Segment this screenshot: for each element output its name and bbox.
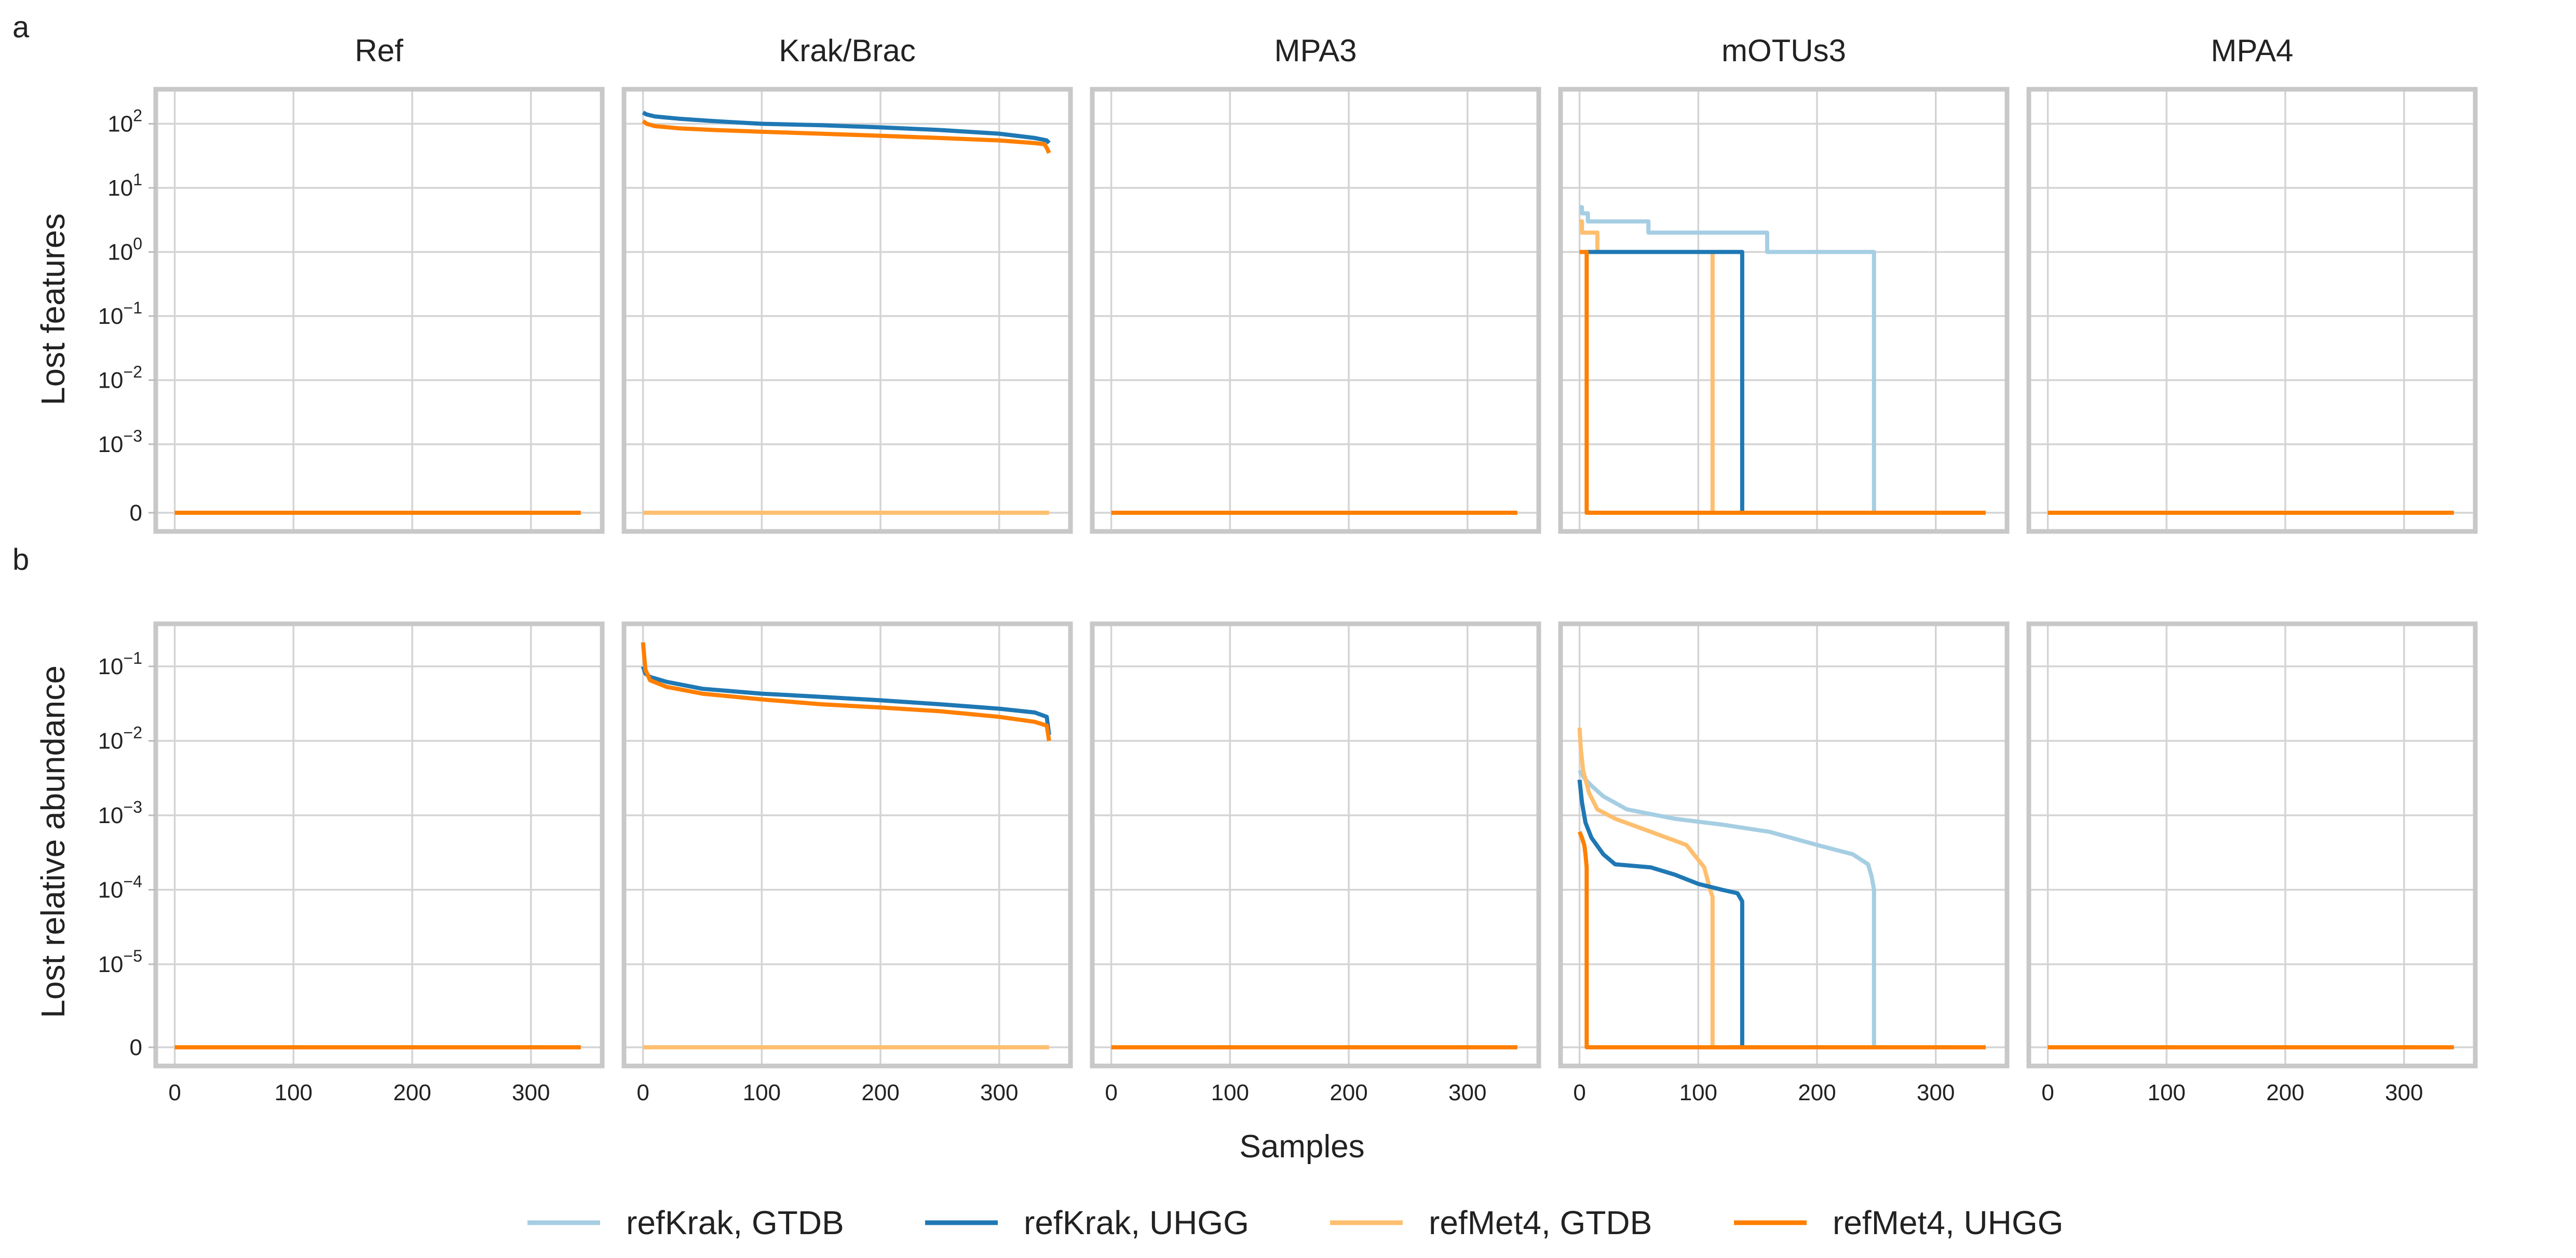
x-tick-label: 100 [2148, 1080, 2186, 1105]
panel-frame [153, 87, 605, 534]
x-tick-label: 200 [1330, 1080, 1367, 1105]
column-title-ref: Ref [355, 33, 403, 68]
panel-top-ref: 0 10−3 10−2 10−1 100 101 102 [98, 87, 605, 534]
column-title-motus3: mOTUs3 [1721, 33, 1846, 68]
panel-top-mpa4 [2026, 87, 2478, 534]
series-line-refkrak-uhgg [1579, 250, 1986, 515]
panel-frame [153, 621, 605, 1069]
series-line-refmet4-gtdb [1577, 727, 1986, 1049]
panel-bottom-ref: 0 10−5 10−4 10−3 10−2 10−1 0 100 200 300 [98, 621, 605, 1105]
x-tick-label: 0 [2041, 1080, 2054, 1105]
panel-bottom-krak-brac: 0 100 200 300 [621, 621, 1073, 1105]
column-title-mpa4: MPA4 [2211, 33, 2294, 68]
panel-label-a: a [12, 10, 30, 44]
plot-area: 0 10−3 10−2 10−1 100 101 102 0 10−5 10−4 10−3 10−2 1… [98, 87, 2478, 1105]
x-tick-label: 200 [2266, 1080, 2304, 1105]
x-tick-label: 300 [1448, 1080, 1486, 1105]
y-tick-label: 10−1 [98, 649, 142, 679]
x-tick-label: 0 [1105, 1080, 1117, 1105]
y-axis-label-bottom: Lost relative abundance [34, 665, 72, 1018]
y-tick-label: 0 [130, 500, 142, 526]
x-tick-label: 100 [1211, 1080, 1249, 1105]
y-tick-label: 100 [107, 235, 142, 265]
x-axis-label: Samples [1239, 1129, 1364, 1165]
y-tick-label: 101 [107, 170, 142, 201]
panel-bottom-mpa4: 0 100 200 300 [2026, 621, 2478, 1105]
series-line-refkrak-gtdb [1579, 205, 1986, 515]
legend-item-refkrak-uhgg: refKrak, UHGG [925, 1204, 1249, 1241]
panel-frame [2026, 621, 2478, 1069]
y-tick-label: 10−2 [98, 723, 142, 754]
series-line-refmet4-uhgg [1579, 250, 1986, 515]
legend-item-refkrak-gtdb: refKrak, GTDB [527, 1204, 844, 1241]
column-title-krak-brac: Krak/Brac [779, 33, 915, 68]
panel-bottom-motus3: 0 100 200 300 [1558, 621, 2010, 1105]
panel-frame [1558, 87, 2010, 534]
panel-top-krak-brac [621, 87, 1073, 534]
x-tick-label: 200 [393, 1080, 431, 1105]
y-tick-label: 0 [130, 1035, 142, 1060]
x-tick-label: 0 [1573, 1080, 1585, 1105]
y-tick-label: 10−5 [98, 947, 142, 977]
series-line-refkrak-uhgg [641, 665, 1051, 735]
y-tick-label: 10−1 [98, 298, 142, 329]
x-tick-label: 100 [275, 1080, 313, 1105]
legend-item-refmet4-gtdb: refMet4, GTDB [1330, 1204, 1652, 1241]
x-tick-label: 100 [743, 1080, 781, 1105]
panel-top-motus3 [1558, 87, 2010, 534]
panel-frame [2026, 87, 2478, 534]
panel-frame [1090, 87, 1541, 534]
panel-top-mpa3 [1090, 87, 1541, 534]
x-tick-label: 300 [2385, 1080, 2423, 1105]
x-tick-label: 200 [861, 1080, 899, 1105]
series-line-refmet4-gtdb [1579, 219, 1986, 515]
y-tick-label: 10−2 [98, 363, 142, 393]
panel-frame [621, 87, 1073, 534]
panel-frame [1090, 621, 1541, 1069]
legend-item-refmet4-uhgg: refMet4, UHGG [1734, 1204, 2064, 1241]
series-line-refkrak-uhgg [642, 111, 1051, 145]
panel-bottom-mpa3: 0 100 200 300 [1090, 621, 1541, 1105]
legend: refKrak, GTDB refKrak, UHGG refMet4, GTD… [527, 1204, 2064, 1241]
series-line-refkrak-gtdb [1578, 769, 1986, 1049]
x-tick-label: 0 [636, 1080, 649, 1105]
x-tick-label: 100 [1679, 1080, 1717, 1105]
x-tick-label: 300 [512, 1080, 550, 1105]
y-tick-label: 10−3 [98, 427, 142, 457]
x-tick-label: 200 [1798, 1080, 1836, 1105]
y-tick-label: 102 [107, 106, 142, 137]
y-tick-label: 10−3 [98, 798, 142, 828]
x-tick-label: 300 [980, 1080, 1018, 1105]
x-tick-label: 300 [1917, 1080, 1955, 1105]
column-title-mpa3: MPA3 [1275, 33, 1357, 68]
series-line-refkrak-uhgg [1577, 780, 1986, 1049]
panel-label-b: b [12, 543, 29, 577]
panel-frame [1558, 621, 2010, 1069]
legend-label-refmet4-uhgg: refMet4, UHGG [1833, 1204, 2064, 1241]
legend-label-refkrak-gtdb: refKrak, GTDB [626, 1204, 844, 1241]
legend-label-refkrak-uhgg: refKrak, UHGG [1024, 1204, 1249, 1241]
panel-frame [621, 621, 1073, 1069]
series-line-refmet4-uhgg [641, 642, 1051, 742]
legend-label-refmet4-gtdb: refMet4, GTDB [1429, 1204, 1652, 1241]
y-tick-label: 10−4 [98, 872, 142, 903]
series-line-refmet4-uhgg [1577, 831, 1986, 1049]
y-axis-label-top: Lost features [34, 213, 72, 405]
series-line-refmet4-uhgg [642, 119, 1051, 154]
x-tick-label: 0 [168, 1080, 181, 1105]
